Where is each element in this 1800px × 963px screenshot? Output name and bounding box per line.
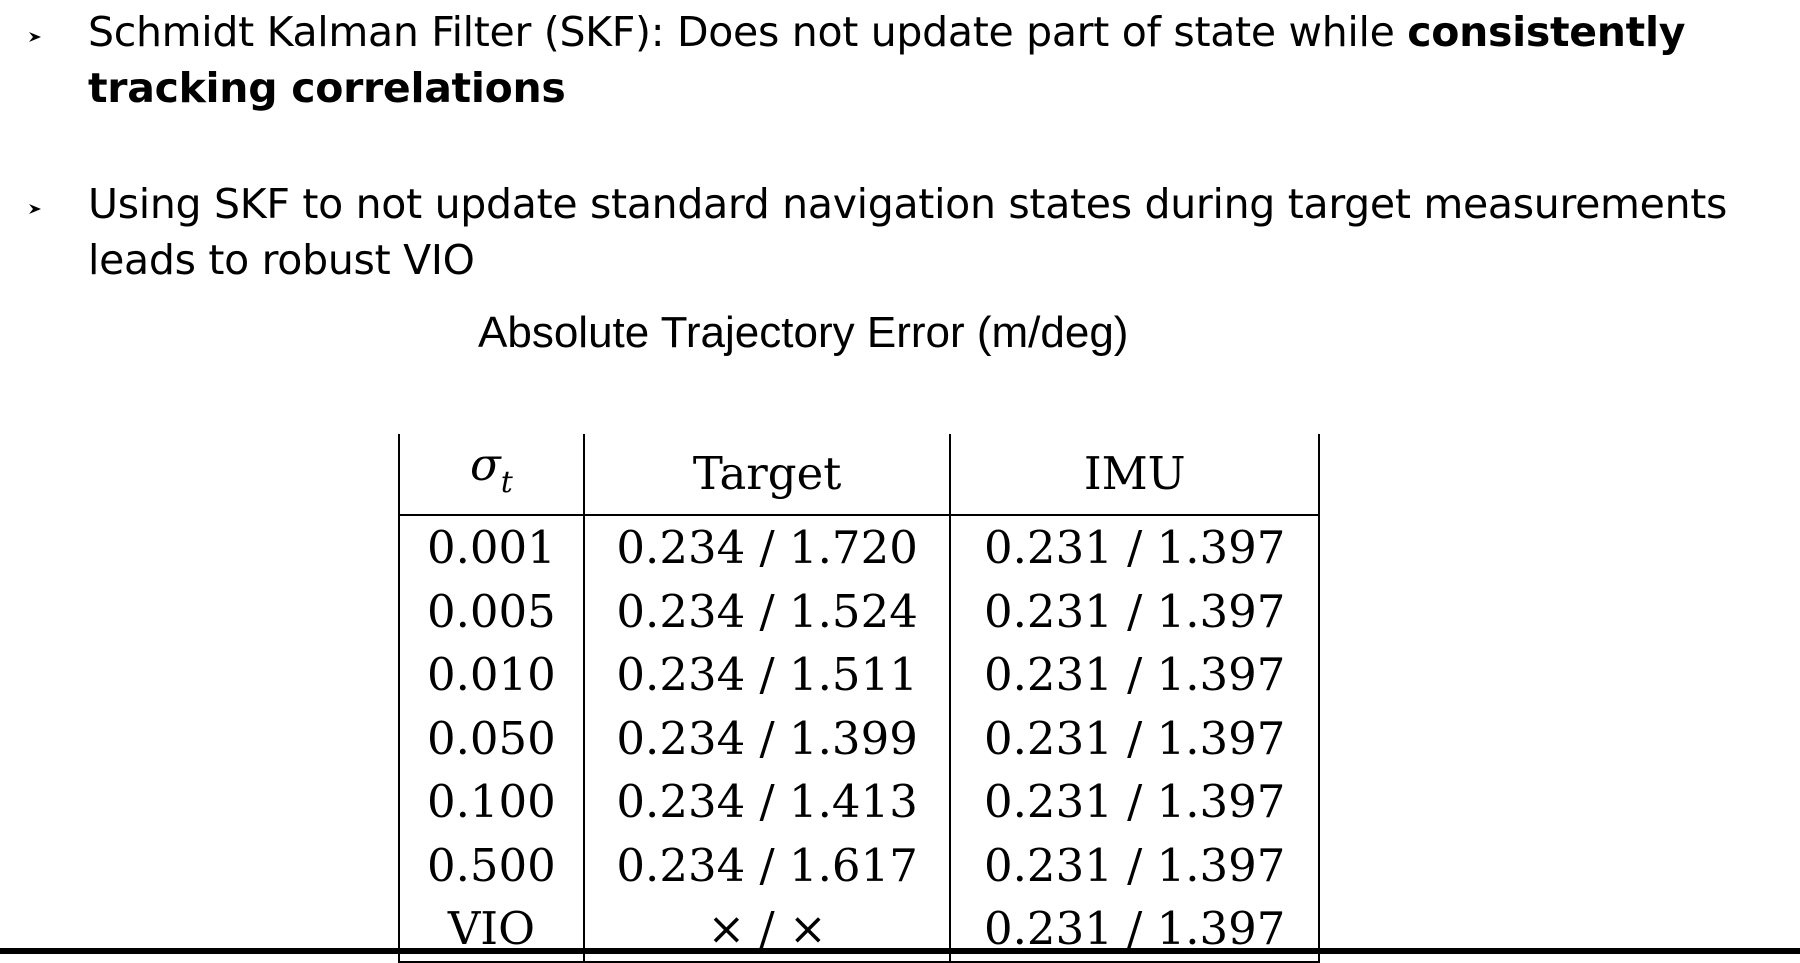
cell-target: 0.234 / 1.399	[582, 706, 952, 770]
cell-target: 0.234 / 1.617	[582, 833, 952, 897]
cell-target: 0.234 / 1.413	[582, 770, 952, 834]
table-row: 0.100 0.234 / 1.413 0.231 / 1.397	[398, 770, 1320, 834]
bullet-text: Schmidt Kalman Filter (SKF): Does not up…	[88, 8, 1408, 56]
header-target: Target	[582, 434, 952, 516]
arrowhead-bullet-icon	[29, 32, 41, 42]
bottom-border	[0, 948, 1800, 954]
sigma-symbol: σ	[470, 438, 501, 491]
bullet-skf-definition: Schmidt Kalman Filter (SKF): Does not up…	[88, 4, 1768, 116]
cell-target: 0.234 / 1.524	[582, 579, 952, 643]
ate-table: σt Target IMU 0.001 0.234 / 1.720 0.231 …	[398, 434, 1320, 963]
table-row: 0.001 0.234 / 1.720 0.231 / 1.397	[398, 515, 1320, 580]
table-row: 0.005 0.234 / 1.524 0.231 / 1.397	[398, 579, 1320, 643]
cell-imu: 0.231 / 1.397	[949, 706, 1320, 770]
cell-imu: 0.231 / 1.397	[949, 770, 1320, 834]
cell-sigma: 0.100	[398, 770, 585, 834]
table-row: 0.050 0.234 / 1.399 0.231 / 1.397	[398, 706, 1320, 770]
cell-sigma: 0.005	[398, 579, 585, 643]
cell-sigma: 0.050	[398, 706, 585, 770]
table-header-row: σt Target IMU	[398, 434, 1320, 516]
table-row: 0.010 0.234 / 1.511 0.231 / 1.397	[398, 643, 1320, 707]
cell-target: 0.234 / 1.720	[582, 515, 952, 580]
cell-sigma: 0.010	[398, 643, 585, 707]
bullet-skf-robust-vio: Using SKF to not update standard navigat…	[88, 176, 1768, 288]
table-title: Absolute Trajectory Error (m/deg)	[478, 308, 1129, 357]
cell-target: 0.234 / 1.511	[582, 643, 952, 707]
sigma-subscript: t	[500, 465, 513, 500]
cell-sigma: 0.001	[398, 515, 585, 580]
cell-imu: 0.231 / 1.397	[949, 643, 1320, 707]
arrowhead-bullet-icon	[29, 204, 41, 214]
header-sigma: σt	[398, 434, 585, 516]
cell-imu: 0.231 / 1.397	[949, 579, 1320, 643]
cell-imu: 0.231 / 1.397	[949, 833, 1320, 897]
bullet-text: Using SKF to not update standard navigat…	[88, 180, 1728, 284]
table-row: 0.500 0.234 / 1.617 0.231 / 1.397	[398, 833, 1320, 897]
header-imu: IMU	[949, 434, 1320, 516]
cell-imu: 0.231 / 1.397	[949, 515, 1320, 580]
bullet-emphasis: consistently tracking correlations	[88, 8, 1686, 112]
cell-sigma: 0.500	[398, 833, 585, 897]
